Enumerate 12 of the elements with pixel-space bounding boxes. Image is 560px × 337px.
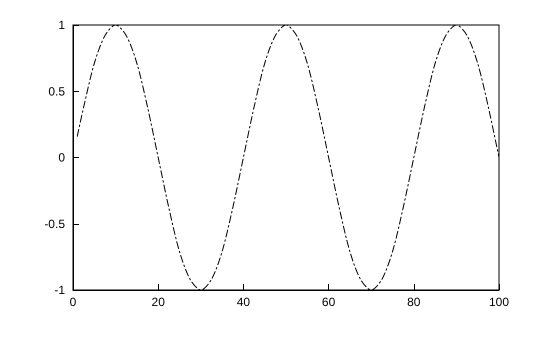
- y-tick-label: -0.5: [44, 216, 66, 231]
- x-tick-label: 60: [322, 295, 336, 309]
- y-tick-label: -1: [54, 283, 66, 297]
- x-tick-label: 40: [236, 295, 250, 309]
- x-tick-label: 20: [152, 295, 166, 309]
- y-tick-label: 0: [58, 150, 66, 164]
- x-tick-label: 80: [407, 295, 421, 309]
- y-tick-label: 1: [58, 18, 66, 32]
- line-series: [76, 24, 500, 290]
- x-tick-label: 100: [488, 295, 510, 309]
- y-tick-label: 0.5: [48, 84, 66, 98]
- x-tick-label: 0: [70, 295, 77, 309]
